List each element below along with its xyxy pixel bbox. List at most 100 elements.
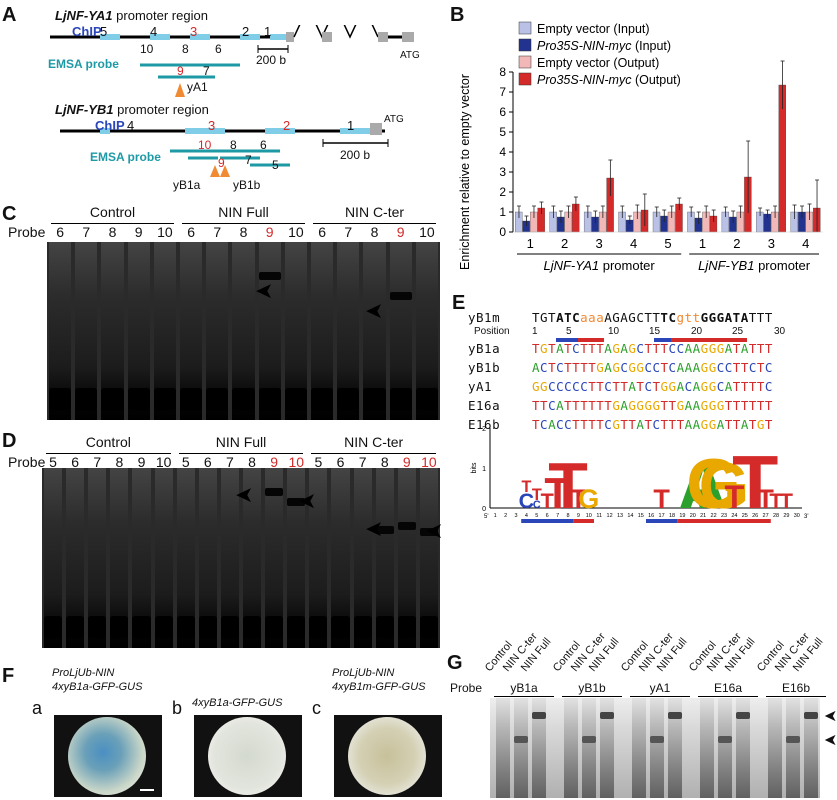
- lane-smear: [337, 242, 360, 420]
- sequence: TTCATTTTTTGAGGGGTTGAAGGGTTTTTT: [532, 398, 773, 417]
- nucleotide: T: [628, 417, 637, 432]
- shift-arrowhead: ➤: [824, 708, 837, 725]
- yb1-promoter-title: LjNF-YB1 promoter region: [55, 102, 209, 117]
- emsa-gel-d: Control NIN Full NIN C-ter Probe 5 6 7 8 9 10 5 6 7 8…: [0, 428, 450, 658]
- yb1-num-4: 4: [127, 118, 135, 133]
- y-tick-label: 5: [499, 125, 506, 139]
- logo-ylabel: bits: [471, 462, 478, 473]
- lane-smear: [176, 468, 195, 648]
- position-label: Position: [474, 326, 510, 337]
- nucleotide: G: [716, 341, 725, 356]
- lane-smear: [132, 468, 151, 648]
- pos-20: 20: [691, 326, 703, 337]
- nucleotide: T: [580, 417, 589, 432]
- shifted-band: [668, 712, 682, 719]
- logo-letter: T: [570, 484, 587, 514]
- logo-letter: A: [680, 449, 727, 522]
- logo-letter: T: [548, 449, 588, 522]
- gel-image: [490, 698, 820, 798]
- nucleotide: C: [668, 341, 677, 356]
- logo-tick-label: 1: [482, 466, 486, 473]
- chipqpcr-bar-chart: 0 1 2 3 4 5 6 7 8 Enrichment relative to empty ve…: [458, 21, 823, 273]
- shift-arrowhead: ➤: [425, 518, 444, 543]
- lane-label: 6: [203, 454, 212, 470]
- logo-letter: A: [679, 475, 706, 517]
- nucleotide: T: [612, 379, 621, 394]
- nucleotide: A: [740, 417, 749, 432]
- leaf-disc-image: [334, 715, 442, 797]
- ya1-emsa-label: EMSA probe: [48, 57, 119, 71]
- free-probe-band: [127, 388, 150, 410]
- lane-smear: [309, 468, 328, 648]
- lane-smear: [88, 468, 107, 648]
- panel-label-c: C: [2, 203, 17, 225]
- shifted-band: [397, 522, 416, 530]
- free-probe-band: [49, 388, 72, 410]
- sequence-name: yB1b: [468, 360, 501, 375]
- nucleotide: A: [556, 398, 565, 413]
- shifted-band: [375, 526, 394, 534]
- ya1-site-label: yA1: [187, 80, 208, 94]
- lane-label: 9: [270, 454, 279, 470]
- construct-line1: ProLjUb-NIN: [332, 667, 395, 679]
- nucleotide: C: [556, 417, 565, 432]
- nucleotide: T: [756, 360, 765, 375]
- lane-label: 8: [108, 224, 117, 240]
- nucleotide: T: [652, 379, 661, 394]
- nucleotide: G: [612, 360, 621, 375]
- y-tick-label: 1: [499, 205, 506, 219]
- x-tick-label: 5: [664, 236, 671, 251]
- exon-2: [322, 32, 332, 42]
- alignment-row: E16a TTCATTTTTTGAGGGGTTGAAGGGTTTTTT: [468, 398, 773, 417]
- alignment-row: yB1b ACTCTTTTGAGCGGCCTCAAAGGCCTTCTC: [468, 360, 773, 379]
- group-label: NIN C-ter: [344, 434, 404, 450]
- lane-label: 6: [187, 224, 195, 240]
- free-probe-band: [375, 616, 394, 638]
- logo-pos: 2: [504, 513, 507, 519]
- logo-3prime: 3': [804, 514, 808, 520]
- ref-row: yB1m TGT ATC aaa AGAGCTT TC gtt GGGATA TTT: [468, 310, 773, 325]
- logo-letter: C: [519, 488, 535, 513]
- probe-underline: [494, 696, 554, 697]
- free-probe-band: [287, 616, 306, 638]
- nucleotide: G: [700, 398, 709, 413]
- free-probe-band: [258, 388, 281, 410]
- lane-label: 10: [155, 454, 172, 470]
- logo-pos: 13: [617, 513, 623, 519]
- lane-smear: [768, 698, 782, 798]
- shifted-band: [258, 272, 281, 280]
- legend-swatch: [518, 38, 532, 52]
- nucleotide: C: [564, 417, 573, 432]
- lane-smear: [514, 698, 528, 798]
- nucleotide: A: [548, 417, 557, 432]
- lane-smear: [650, 698, 664, 798]
- lane-label: 8: [115, 454, 124, 470]
- free-probe-band: [389, 388, 412, 410]
- nucleotide: G: [676, 398, 685, 413]
- lane-smear: [220, 468, 239, 648]
- free-probe-band: [44, 616, 63, 638]
- gus-staining-panel: a ProLjUb-NIN 4xyB1a-GFP-GUS b 4xyB1a-GFP-GU…: [30, 665, 442, 800]
- logo-pos: 11: [596, 513, 602, 519]
- free-probe-band: [419, 616, 438, 638]
- chip-region-4: [150, 34, 170, 40]
- free-probe-band: [176, 616, 195, 638]
- ref-seq-1: TGT: [532, 310, 557, 325]
- logo-pos: 24: [731, 513, 737, 519]
- probe-underline: [766, 696, 826, 697]
- yb1-emsa-label: EMSA probe: [90, 150, 161, 164]
- nucleotide: C: [764, 360, 773, 375]
- nucleotide: T: [748, 379, 757, 394]
- logo-pos: 4: [525, 513, 528, 519]
- lane-label: 5: [49, 454, 57, 470]
- panel-label-d: D: [2, 430, 17, 452]
- nucleotide: G: [700, 379, 709, 394]
- nucleotide: T: [732, 379, 741, 394]
- nucleotide: C: [580, 379, 589, 394]
- x-tick-label: 4: [630, 236, 637, 251]
- ya1-num-4: 4: [150, 24, 158, 39]
- lane-label: 9: [396, 224, 405, 240]
- lane-smear: [180, 242, 203, 420]
- nucleotide: G: [660, 379, 669, 394]
- nucleotide: C: [604, 417, 613, 432]
